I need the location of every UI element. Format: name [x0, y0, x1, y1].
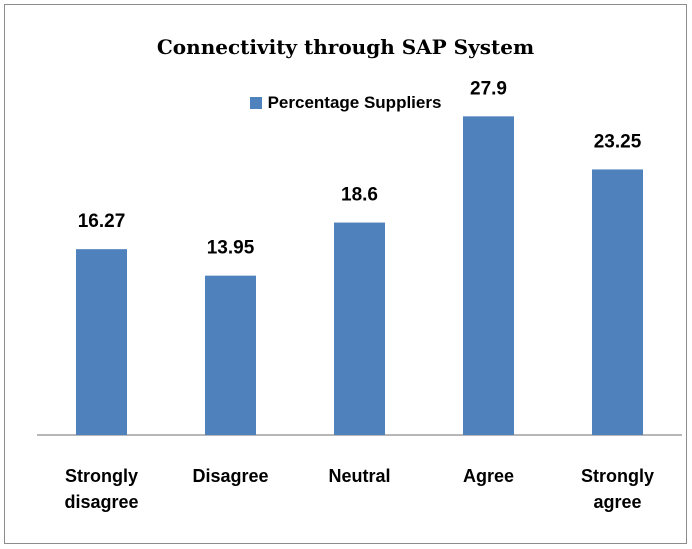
data-label: 13.95: [207, 238, 255, 259]
data-label: 18.6: [341, 185, 378, 206]
category-label: Strongly: [65, 466, 138, 486]
data-label: 23.25: [594, 131, 642, 152]
bar: [205, 275, 256, 435]
bar: [334, 222, 385, 435]
chart-legend: Percentage Suppliers: [5, 93, 686, 113]
bar: [76, 249, 127, 435]
legend-label: Percentage Suppliers: [267, 93, 442, 112]
category-label: Neutral: [328, 466, 390, 486]
legend-swatch: [249, 97, 262, 109]
category-label: Disagree: [192, 466, 268, 486]
data-label: 16.27: [78, 211, 126, 232]
category-label: agree: [593, 492, 641, 512]
chart-title: Connectivity through SAP System: [156, 35, 535, 59]
bar: [592, 169, 643, 436]
category-label: Strongly: [581, 466, 654, 486]
category-label: Agree: [463, 466, 514, 486]
data-label: 27.9: [470, 78, 507, 99]
category-label: disagree: [64, 492, 138, 512]
bar: [463, 116, 514, 435]
